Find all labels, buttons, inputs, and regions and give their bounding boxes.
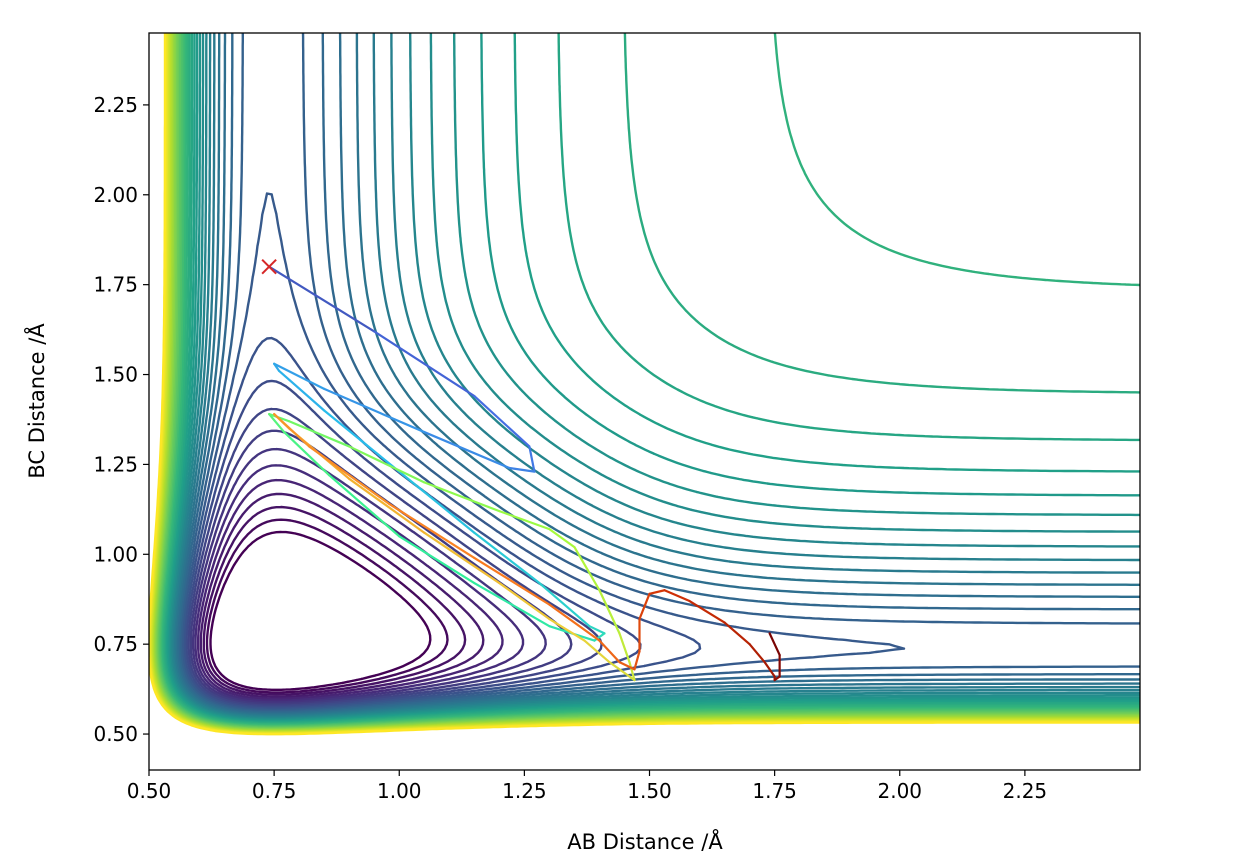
trajectory-segment xyxy=(498,510,551,531)
y-tick-label: 0.50 xyxy=(93,722,138,746)
trajectory-segment xyxy=(268,265,376,333)
x-tick-label: 0.75 xyxy=(252,779,297,803)
contour-level-4 xyxy=(196,478,504,700)
trajectory-segment xyxy=(398,470,476,534)
trajectory-segment xyxy=(538,581,591,628)
y-tick-label: 1.00 xyxy=(93,542,138,566)
trajectory-segment xyxy=(548,528,576,549)
contour-level-3 xyxy=(199,492,485,698)
trajectory-segment xyxy=(323,409,401,473)
x-tick-label: 1.25 xyxy=(502,779,547,803)
trajectory-segment xyxy=(423,531,501,585)
contour-level-14 xyxy=(176,33,1140,715)
x-tick-label: 1.50 xyxy=(627,779,672,803)
trajectory-segment xyxy=(508,466,536,473)
x-tick-label: 0.50 xyxy=(127,779,172,803)
trajectory-segment xyxy=(273,412,311,448)
contour-level-9 xyxy=(185,379,642,709)
x-tick-label: 1.75 xyxy=(752,779,797,803)
trajectory-segment xyxy=(278,369,326,412)
x-tick-label: 1.00 xyxy=(377,779,422,803)
y-axis-label: BC Distance /Å xyxy=(23,323,49,479)
trajectory-segment xyxy=(348,445,426,484)
trajectory-segment xyxy=(598,639,621,664)
trajectory-segment xyxy=(423,481,501,513)
trajectory-segment xyxy=(268,412,286,434)
trajectory-segment xyxy=(273,362,326,391)
y-tick-label: 1.75 xyxy=(93,273,138,297)
trajectory-segment xyxy=(598,589,621,635)
y-tick-label: 0.75 xyxy=(93,632,138,656)
trajectory-segment xyxy=(398,535,476,585)
trajectory-segment xyxy=(608,661,631,678)
trajectory-segment xyxy=(288,420,351,448)
trajectory-line xyxy=(268,265,781,682)
y-tick-label: 2.00 xyxy=(93,183,138,207)
x-tick-label: 2.00 xyxy=(877,779,922,803)
y-tick-label: 1.25 xyxy=(93,452,138,476)
contour-level-12 xyxy=(179,33,1140,713)
trajectory-segment xyxy=(283,430,331,477)
x-tick-label: 2.25 xyxy=(1003,779,1048,803)
start-marker xyxy=(261,258,277,275)
trajectory-segment xyxy=(548,617,586,642)
trajectory-segment xyxy=(748,643,766,664)
x-axis-ticks: 0.50 0.75 1.00 1.25 1.50 1.75 2.00 2.25 xyxy=(127,770,1047,803)
contour-level-6 xyxy=(191,447,547,704)
start-marker-stroke xyxy=(261,258,277,275)
contour-level-39 xyxy=(149,33,1140,736)
trajectory-segment xyxy=(663,589,691,603)
trajectory-segment xyxy=(388,502,476,559)
trajectory-segment xyxy=(638,592,651,621)
contour-level-2 xyxy=(202,505,467,696)
x-axis-label: AB Distance /Å xyxy=(567,828,723,854)
contour-level-8 xyxy=(187,407,603,707)
trajectory-segment xyxy=(588,625,606,635)
contour-level-0 xyxy=(209,530,432,691)
trajectory-segment xyxy=(423,430,511,470)
trajectory-segment xyxy=(633,650,641,671)
trajectory-segment xyxy=(323,387,426,434)
trajectory-segment xyxy=(583,639,611,664)
y-axis-ticks: 0.50 0.75 1.00 1.25 1.50 1.75 2.00 2.25 xyxy=(93,93,149,746)
trajectory-segment xyxy=(473,395,531,448)
trajectory-segment xyxy=(498,581,551,621)
trajectory-segment xyxy=(348,477,426,534)
trajectory-segment xyxy=(768,632,781,657)
trajectory-segment xyxy=(723,621,751,646)
plot-area xyxy=(149,33,1140,770)
y-tick-label: 1.50 xyxy=(93,363,138,387)
trajectory-segment xyxy=(628,661,636,682)
trajectory-segment xyxy=(648,589,666,595)
trajectory-segment xyxy=(548,603,601,642)
y-tick-label: 2.25 xyxy=(93,93,138,117)
trajectory-segment xyxy=(273,362,281,373)
contour-level-1 xyxy=(205,518,449,694)
trajectory-segment xyxy=(528,445,536,473)
trajectory-segment xyxy=(688,599,726,624)
trajectory-segment xyxy=(473,556,551,606)
trajectory-segment xyxy=(618,661,636,671)
trajectory-segment xyxy=(473,581,551,628)
trajectory-segment xyxy=(573,546,601,592)
contour-lines xyxy=(149,33,1140,736)
trajectory-segment xyxy=(763,661,776,678)
trajectory-segment xyxy=(473,531,541,585)
plot-frame xyxy=(148,32,1141,771)
trajectory-segment xyxy=(308,445,391,506)
trajectory-segment xyxy=(618,632,631,664)
trajectory-segment xyxy=(328,474,401,538)
trajectory-segment xyxy=(373,330,476,398)
